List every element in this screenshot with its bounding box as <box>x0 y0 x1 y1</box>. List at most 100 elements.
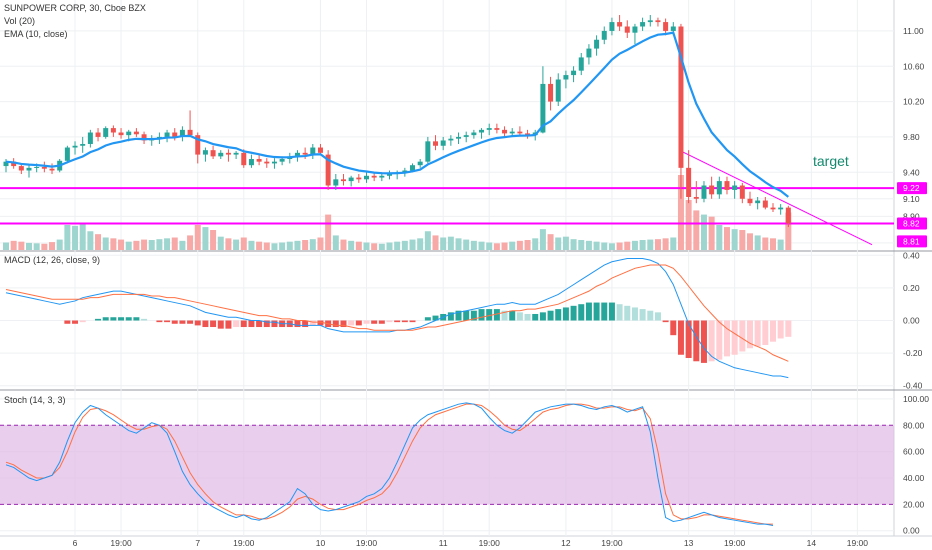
volume-bar <box>3 242 9 250</box>
price-tick-label: 10.20 <box>903 97 925 107</box>
candle-body <box>640 22 646 27</box>
macd-histogram-bar <box>570 305 577 321</box>
macd-histogram-bar <box>194 320 201 326</box>
volume-bar <box>739 230 746 250</box>
volume-bar <box>547 234 554 250</box>
volume-bar <box>179 240 186 250</box>
volume-bar <box>187 235 194 250</box>
volume-bar <box>332 235 339 250</box>
candle-body <box>256 159 262 162</box>
macd-histogram-bar <box>95 318 102 321</box>
candle-body <box>103 128 109 137</box>
candle-body <box>601 30 607 40</box>
volume-bar <box>378 243 385 250</box>
macd-histogram-bar <box>202 320 209 328</box>
macd-histogram-bar <box>631 307 638 321</box>
candle-body <box>571 70 577 76</box>
volume-bar <box>746 233 753 250</box>
macd-histogram-bar <box>125 317 132 321</box>
target-annotation[interactable]: target <box>813 153 849 169</box>
price-label-8.81-text: 8.81 <box>903 236 920 246</box>
candle-body <box>663 22 669 31</box>
macd-histogram-bar <box>432 315 439 321</box>
trend-line[interactable] <box>680 150 873 246</box>
volume-bar <box>417 238 424 250</box>
macd-histogram-bar <box>654 312 661 321</box>
volume-bar <box>263 242 270 250</box>
volume-bar <box>486 242 493 250</box>
macd-histogram-bar <box>164 320 171 323</box>
time-tick-label: 10 <box>316 538 326 548</box>
candle-body <box>555 79 561 102</box>
stoch-k-line <box>5 402 774 526</box>
chart-title: SUNPOWER CORP, 30, Cboe BZX <box>4 3 146 13</box>
macd-histogram-bar <box>355 320 362 326</box>
volume-bar <box>79 224 86 250</box>
volume-bar <box>516 240 523 250</box>
macd-histogram-bar <box>754 320 761 347</box>
price-tick-label: 9.10 <box>903 194 920 204</box>
volume-bar <box>294 240 301 250</box>
macd-histogram-bar <box>240 320 247 328</box>
candle-body <box>302 152 308 155</box>
macd-histogram-bar <box>348 320 355 326</box>
volume-bar <box>240 237 247 250</box>
volume-bar <box>225 238 232 250</box>
price-label-8.81: 8.81 <box>897 235 927 248</box>
volume-bar <box>141 239 148 250</box>
volume-bar <box>72 225 79 250</box>
volume-bar <box>26 242 33 250</box>
macd-histogram-bar <box>601 302 608 321</box>
volume-bar <box>210 230 217 250</box>
volume-bar <box>401 240 408 250</box>
candle-body <box>755 200 761 204</box>
volume-bar <box>601 242 608 250</box>
volume-bar <box>133 240 140 250</box>
candle-body <box>271 161 277 164</box>
price-label-9.22-text: 9.22 <box>903 183 920 193</box>
volume-bar <box>570 239 577 250</box>
candle-body <box>586 48 592 58</box>
volume-bar <box>64 225 71 250</box>
candle-body <box>425 141 431 162</box>
macd-histogram-bar <box>217 320 224 329</box>
time-tick-label: 19:00 <box>479 538 501 548</box>
stoch-band <box>0 425 894 505</box>
candle-body <box>433 141 439 146</box>
volume-bar <box>478 241 485 250</box>
candle-body <box>417 161 423 166</box>
macd-histogram-bar <box>302 320 309 328</box>
macd-histogram-bar <box>233 320 240 328</box>
candle-body <box>264 161 270 164</box>
candle-body <box>762 200 768 208</box>
macd-histogram-bar <box>593 302 600 321</box>
volume-bar <box>156 239 163 250</box>
volume-bar <box>654 239 661 250</box>
macd-histogram-bar <box>585 302 592 321</box>
candle-body <box>118 132 124 136</box>
volume-bar <box>325 214 332 250</box>
volume-bar <box>148 240 155 250</box>
macd-histogram-bar <box>770 320 776 342</box>
stoch-tick-label: 60.00 <box>903 447 925 457</box>
macd-histogram-bar <box>271 320 278 328</box>
macd-histogram-bar <box>371 320 378 324</box>
candle-body <box>126 131 132 136</box>
macd-histogram-bar <box>700 320 707 363</box>
candle-body <box>11 161 17 167</box>
volume-bar <box>716 225 723 250</box>
vol-legend: Vol (20) <box>4 16 35 26</box>
volume-bar <box>355 241 362 250</box>
time-tick-label: 6 <box>73 538 78 548</box>
candle-body <box>709 185 715 195</box>
volume-bar <box>562 236 569 250</box>
macd-histogram-bar <box>746 320 753 349</box>
volume-bar <box>202 227 209 250</box>
volume-bar <box>509 241 516 250</box>
stoch-legend: Stoch (14, 3, 3) <box>4 395 66 405</box>
volume-bar <box>125 241 132 250</box>
volume-bar <box>624 241 631 250</box>
candle-body <box>655 20 661 23</box>
macd-histogram-bar <box>340 320 347 328</box>
candle-body <box>133 131 139 135</box>
